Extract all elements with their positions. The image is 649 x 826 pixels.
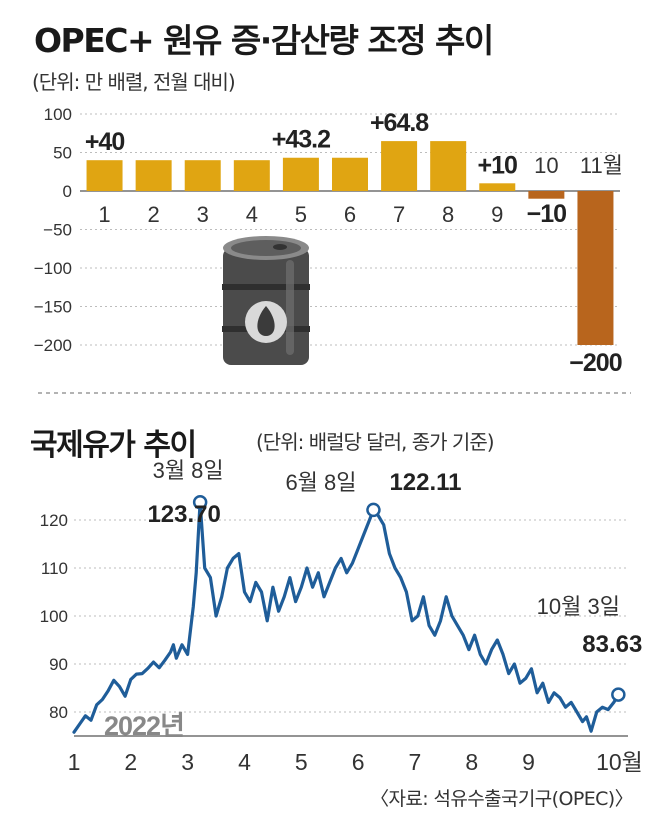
bar bbox=[577, 191, 614, 345]
bar-data-label: −200 bbox=[569, 349, 621, 377]
bar-chart-x-axis: 1 2 3 4 5 6 7 8 9 10 11월 bbox=[98, 153, 623, 227]
y-tick-label: 100 bbox=[40, 607, 68, 626]
year-label: 2022년 bbox=[104, 711, 184, 741]
bar-chart-data-labels: +40 +43.2 +64.8 +10 −10 −200 bbox=[85, 109, 623, 377]
barrel-hoop bbox=[222, 284, 310, 290]
y-tick-label: 0 bbox=[63, 182, 72, 201]
x-tick-label: 10월 bbox=[596, 749, 643, 775]
peak-marker bbox=[192, 494, 208, 510]
bar bbox=[528, 191, 565, 199]
x-tick-label: 5 bbox=[295, 749, 308, 775]
x-tick-label: 8 bbox=[442, 202, 454, 227]
x-tick-label: 2 bbox=[148, 202, 160, 227]
y-tick-label: −200 bbox=[34, 336, 72, 355]
bar bbox=[86, 160, 123, 191]
y-tick-label: −50 bbox=[43, 221, 72, 240]
annotation-date: 6월 8일 bbox=[285, 470, 356, 495]
bar bbox=[430, 141, 467, 191]
source-note: 〈자료: 석유수출국기구(OPEC)〉 bbox=[370, 788, 633, 810]
oil-drop-icon bbox=[257, 306, 275, 336]
bar bbox=[479, 183, 516, 191]
bar bbox=[233, 160, 270, 191]
x-tick-label: 3 bbox=[197, 202, 209, 227]
bar bbox=[332, 157, 368, 191]
x-tick-label: 6 bbox=[344, 202, 356, 227]
x-tick-label: 5 bbox=[295, 202, 307, 227]
annotation-value: 123.70 bbox=[147, 501, 220, 528]
x-tick-label: 9 bbox=[491, 202, 503, 227]
price-line bbox=[72, 500, 620, 734]
bar bbox=[135, 160, 172, 191]
y-tick-label: 120 bbox=[40, 511, 68, 530]
bar-data-label: +43.2 bbox=[272, 126, 330, 154]
bar-chart-unit: (단위: 만 배렬, 전월 대비) bbox=[32, 70, 236, 94]
x-tick-label: 10 bbox=[534, 153, 558, 178]
peak-marker bbox=[611, 687, 626, 702]
x-tick-label: 6 bbox=[352, 749, 365, 775]
x-tick-label: 3 bbox=[181, 749, 194, 775]
bar-data-label: −10 bbox=[527, 200, 567, 228]
y-tick-label: −150 bbox=[34, 298, 72, 317]
bar bbox=[381, 141, 418, 191]
annotation-date: 3월 8일 bbox=[153, 458, 224, 483]
bar-data-label: +10 bbox=[478, 151, 518, 179]
annotation-value: 83.63 bbox=[582, 631, 642, 658]
bar-chart-title: OPEC+ 원유 증·감산량 조정 추이 bbox=[34, 21, 494, 60]
annotation-date: 10월 3일 bbox=[537, 594, 620, 619]
y-tick-label: 90 bbox=[49, 655, 68, 674]
barrel-shine bbox=[286, 260, 294, 355]
y-tick-label: 110 bbox=[41, 559, 68, 578]
bar-chart-y-axis: 100 50 0 −50 −100 −150 −200 bbox=[34, 105, 72, 355]
bar-data-label: +40 bbox=[85, 128, 125, 156]
line-chart-title: 국제유가 추이 bbox=[30, 428, 197, 463]
line-chart-annotations: 3월 8일 123.70 6월 8일 122.11 10월 3일 83.63 bbox=[147, 458, 642, 702]
bar-data-label: +64.8 bbox=[370, 109, 429, 137]
x-tick-label: 1 bbox=[98, 202, 110, 227]
line-chart-y-axis: 120 110 100 90 80 bbox=[40, 511, 68, 722]
bar bbox=[184, 160, 221, 191]
x-tick-label: 4 bbox=[238, 749, 251, 775]
x-tick-label: 7 bbox=[393, 202, 405, 227]
y-tick-label: 80 bbox=[49, 703, 68, 722]
line-chart-unit: (단위: 배럴당 달러, 종가 기준) bbox=[256, 430, 495, 454]
barrel-lid bbox=[231, 240, 301, 256]
x-tick-label: 8 bbox=[465, 749, 478, 775]
y-tick-label: 100 bbox=[44, 105, 72, 124]
x-tick-label: 9 bbox=[522, 749, 535, 775]
x-tick-label: 7 bbox=[409, 749, 422, 775]
line-chart-x-axis: 1 2 3 4 5 6 7 8 9 10월 bbox=[68, 749, 643, 775]
y-tick-label: 50 bbox=[53, 144, 72, 163]
oil-barrel-icon bbox=[222, 236, 310, 365]
x-tick-label: 11월 bbox=[580, 153, 623, 178]
y-tick-label: −100 bbox=[34, 259, 72, 278]
bar-chart-gridlines bbox=[80, 113, 620, 346]
annotation-value: 122.11 bbox=[389, 469, 461, 496]
bar-chart-bars bbox=[86, 141, 614, 345]
barrel-cap bbox=[273, 244, 287, 250]
peak-marker bbox=[366, 502, 381, 518]
bar bbox=[282, 157, 319, 191]
line-chart-series bbox=[72, 500, 620, 734]
x-tick-label: 4 bbox=[246, 202, 258, 227]
line-chart-gridlines bbox=[74, 519, 628, 737]
x-tick-label: 1 bbox=[68, 749, 81, 775]
x-tick-label: 2 bbox=[124, 749, 137, 775]
